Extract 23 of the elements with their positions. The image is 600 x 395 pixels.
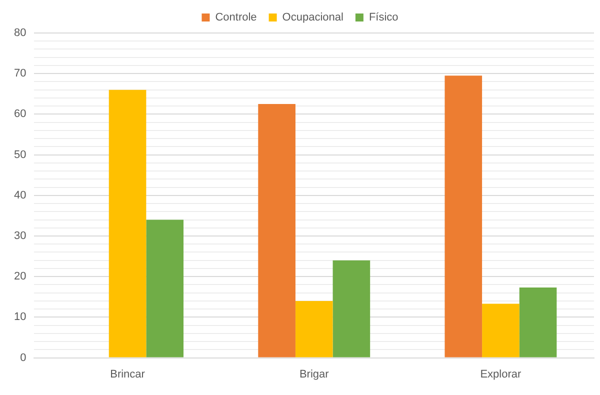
- legend-label: Controle: [215, 12, 257, 24]
- y-tick-label: 70: [14, 68, 26, 80]
- bar: [295, 300, 333, 358]
- y-tick-label: 60: [14, 108, 26, 120]
- legend-label: Físico: [368, 12, 398, 24]
- x-tick-label: Brincar: [110, 368, 146, 380]
- y-tick-label: 80: [14, 27, 26, 40]
- bar: [444, 76, 482, 358]
- legend-label: Ocupacional: [282, 12, 344, 24]
- x-tick-label: Explorar: [480, 368, 522, 380]
- bar: [482, 304, 520, 358]
- y-tick-label: 10: [14, 311, 26, 324]
- y-tick-label: 50: [14, 148, 26, 161]
- y-tick-label: 30: [14, 230, 26, 242]
- y-tick-label: 40: [14, 189, 26, 202]
- y-tick-label: 20: [14, 270, 26, 283]
- bar: [258, 104, 296, 358]
- bar: [332, 260, 370, 358]
- x-tick-label: Brigar: [299, 368, 330, 380]
- y-tick-label: 0: [20, 352, 26, 364]
- bar: [519, 288, 557, 358]
- bar: [108, 90, 146, 358]
- bar: [146, 220, 184, 358]
